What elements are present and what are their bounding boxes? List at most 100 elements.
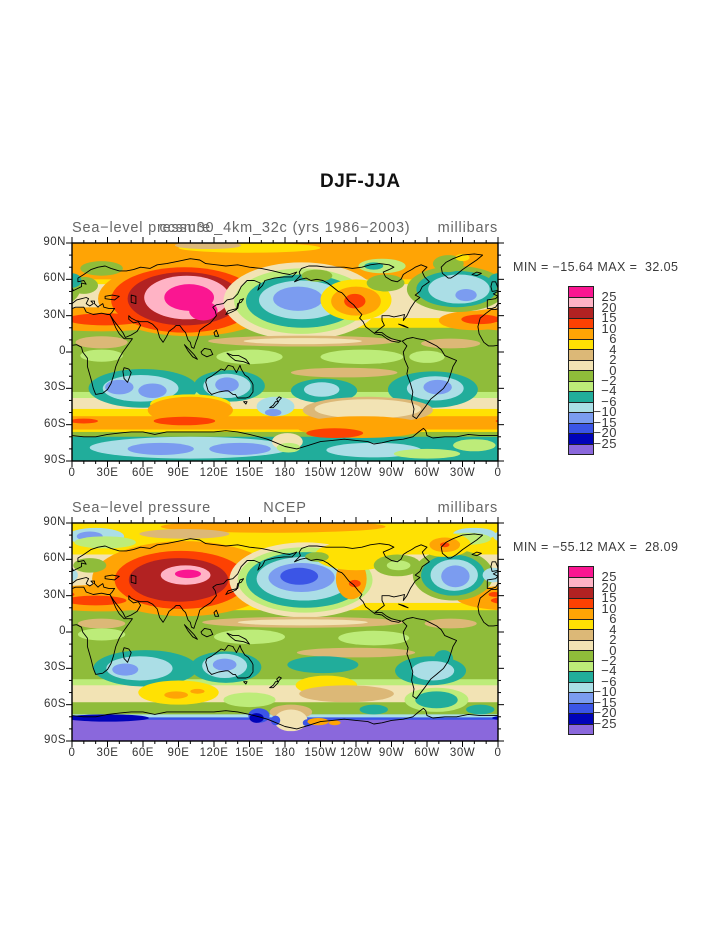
panel-ncep: Sea−level pressure NCEP millibars MIN = … (0, 498, 723, 778)
x-tick-label: 90E (167, 747, 190, 759)
colorbar-cell (569, 651, 593, 662)
colorbar-cell (569, 350, 593, 361)
colorbar-label: 10 (601, 320, 617, 336)
colorbar-cell (569, 360, 593, 371)
minmax-readout: MIN = −55.12 MAX = 28.09 (513, 540, 679, 554)
contour-map-ncep (66, 517, 504, 747)
colorbar-cell (569, 423, 593, 434)
panel-title-left: Sea−level pressure (72, 220, 211, 236)
y-tick-label: 0 (59, 625, 66, 637)
panel-title-center: ccsm30_4km_32c (yrs 1986−2003) (159, 220, 411, 236)
colorbar-label: 4 (609, 341, 617, 357)
colorbar-label: 0 (609, 642, 617, 658)
colorbar-cell (569, 577, 593, 588)
colorbar-cell (569, 567, 593, 578)
y-tick-label: 30S (44, 381, 66, 394)
colorbar-label: −25 (593, 435, 617, 451)
colorbar-label: 20 (601, 299, 617, 315)
colorbar-cell (569, 703, 593, 714)
contour-map-model (66, 237, 504, 467)
x-tick-label: 90W (378, 467, 405, 479)
panel-model: Sea−level pressure ccsm30_4km_32c (yrs 1… (0, 218, 723, 498)
colorbar-cell (569, 714, 593, 725)
colorbar-cell (569, 672, 593, 683)
colorbar-cell (569, 413, 593, 424)
x-tick-label: 150E (235, 747, 264, 759)
y-tick-label: 60S (44, 417, 66, 430)
colorbar-cell (569, 402, 593, 413)
x-tick-label: 60W (414, 747, 440, 759)
colorbar-cell (569, 588, 593, 599)
colorbar (568, 566, 594, 735)
colorbar-cell (569, 381, 593, 392)
colorbar-cell (569, 630, 593, 641)
y-tick-label: 0 (59, 345, 66, 357)
x-tick-label: 120W (339, 747, 373, 759)
x-tick-label: 150W (304, 467, 337, 479)
colorbar-cell (569, 434, 593, 445)
figure-title: DJF-JJA (320, 171, 401, 192)
y-tick-label: 30S (44, 661, 66, 674)
y-tick-label: 60N (43, 552, 66, 565)
x-tick-label: 120E (199, 467, 229, 479)
panel-title-units: millibars (437, 220, 498, 236)
x-tick-label: 180 (274, 467, 296, 479)
colorbar-cell (569, 619, 593, 630)
x-tick-label: 60W (414, 467, 440, 479)
colorbar-label: 10 (601, 600, 617, 616)
x-tick-label: 150E (235, 467, 264, 479)
y-tick-label: 30N (43, 308, 66, 321)
colorbar-cell (569, 318, 593, 329)
colorbar-cell (569, 724, 593, 734)
x-tick-label: 120W (339, 467, 373, 479)
colorbar-cell (569, 329, 593, 340)
colorbar-cell (569, 297, 593, 308)
colorbar (568, 286, 594, 455)
colorbar-cell (569, 308, 593, 319)
panel-title-units: millibars (437, 500, 498, 516)
colorbar-label: −20 (593, 425, 617, 441)
x-tick-label: 0 (68, 467, 76, 479)
colorbar-label: 25 (601, 289, 617, 305)
colorbar-label: 20 (601, 579, 617, 595)
colorbar-label: 2 (609, 632, 617, 648)
x-tick-label: 120E (199, 747, 229, 759)
x-tick-label: 0 (68, 747, 76, 759)
y-tick-label: 60N (43, 272, 66, 285)
colorbar-label: −10 (593, 404, 617, 420)
y-tick-label: 30N (43, 588, 66, 601)
x-tick-label: 0 (494, 467, 502, 479)
colorbar-label: 6 (609, 611, 617, 627)
colorbar-label: −2 (601, 652, 617, 668)
colorbar-label: 0 (609, 362, 617, 378)
y-tick-label: 60S (44, 697, 66, 710)
colorbar-label: 4 (609, 621, 617, 637)
x-tick-label: 90W (378, 747, 405, 759)
colorbar-cell (569, 371, 593, 382)
minmax-readout: MIN = −15.64 MAX = 32.05 (513, 260, 679, 274)
panel-title-left: Sea−level pressure (72, 500, 211, 516)
x-tick-label: 30E (96, 467, 119, 479)
colorbar-label: −6 (601, 393, 617, 409)
colorbar-label: −15 (593, 694, 617, 710)
y-tick-label: 90S (44, 734, 66, 746)
colorbar-label: −25 (593, 715, 617, 731)
colorbar-label: 15 (601, 310, 617, 326)
colorbar-cell (569, 661, 593, 672)
colorbar-cell (569, 682, 593, 693)
x-tick-label: 90E (167, 467, 190, 479)
y-tick-label: 90N (43, 516, 66, 528)
colorbar-label: 6 (609, 331, 617, 347)
colorbar-cell (569, 287, 593, 298)
colorbar-label: 2 (609, 352, 617, 368)
colorbar-cell (569, 609, 593, 620)
colorbar-cell (569, 598, 593, 609)
colorbar-label: −10 (593, 684, 617, 700)
colorbar-label: −20 (593, 705, 617, 721)
colorbar-cell (569, 640, 593, 651)
colorbar-label: 15 (601, 590, 617, 606)
colorbar-cell (569, 339, 593, 350)
panel-title-center: NCEP (263, 500, 307, 516)
colorbar-label: 25 (601, 569, 617, 585)
